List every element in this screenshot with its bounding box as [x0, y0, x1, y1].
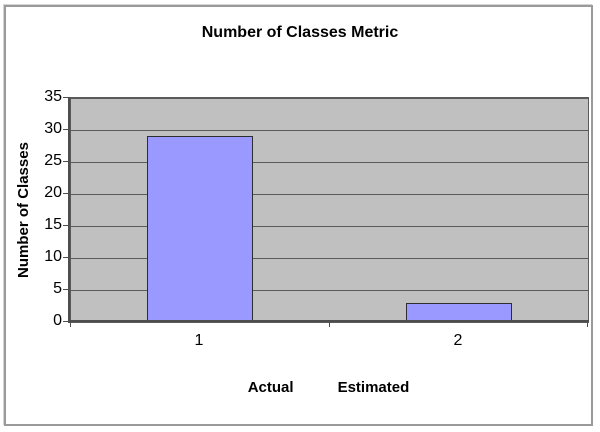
gridline-y5 [71, 290, 588, 291]
x-axis-category-names: Actual Estimated [70, 379, 587, 396]
y-tick-label-0: 0 [53, 312, 62, 329]
y-tick-mark-25 [63, 161, 68, 162]
y-tick-mark-35 [63, 97, 68, 98]
x-tick-mark-0 [70, 322, 71, 327]
category-name-actual: Actual [247, 379, 294, 396]
y-tick-label-30: 30 [44, 120, 62, 137]
y-tick-label-10: 10 [44, 248, 62, 265]
y-tick-label-20: 20 [44, 184, 62, 201]
chart-title: Number of Classes Metric [201, 24, 399, 41]
y-tick-label-5: 5 [53, 280, 62, 297]
gridline-y30 [71, 130, 588, 131]
category-name-estimated: Estimated [337, 379, 410, 396]
y-axis-line [68, 97, 70, 323]
y-tick-mark-20 [63, 193, 68, 194]
gridline-y25 [71, 162, 588, 163]
y-tick-label-15: 15 [44, 216, 62, 233]
y-tick-mark-0 [63, 321, 68, 322]
gridline-y20 [71, 194, 588, 195]
y-tick-mark-10 [63, 257, 68, 258]
x-tick-label-2: 2 [453, 332, 463, 349]
gridline-y10 [71, 258, 588, 259]
y-tick-label-35: 35 [44, 88, 62, 105]
bar-actual [147, 136, 253, 322]
y-tick-mark-30 [63, 129, 68, 130]
plot-area [70, 97, 589, 323]
gridline-y35 [71, 98, 588, 99]
gridline-y15 [71, 226, 588, 227]
y-tick-label-25: 25 [44, 152, 62, 169]
x-axis-line [68, 320, 589, 322]
y-tick-mark-5 [63, 289, 68, 290]
x-tick-mark-1 [329, 322, 330, 327]
y-tick-mark-15 [63, 225, 68, 226]
x-tick-mark-2 [587, 322, 588, 327]
x-tick-label-1: 1 [194, 332, 204, 349]
